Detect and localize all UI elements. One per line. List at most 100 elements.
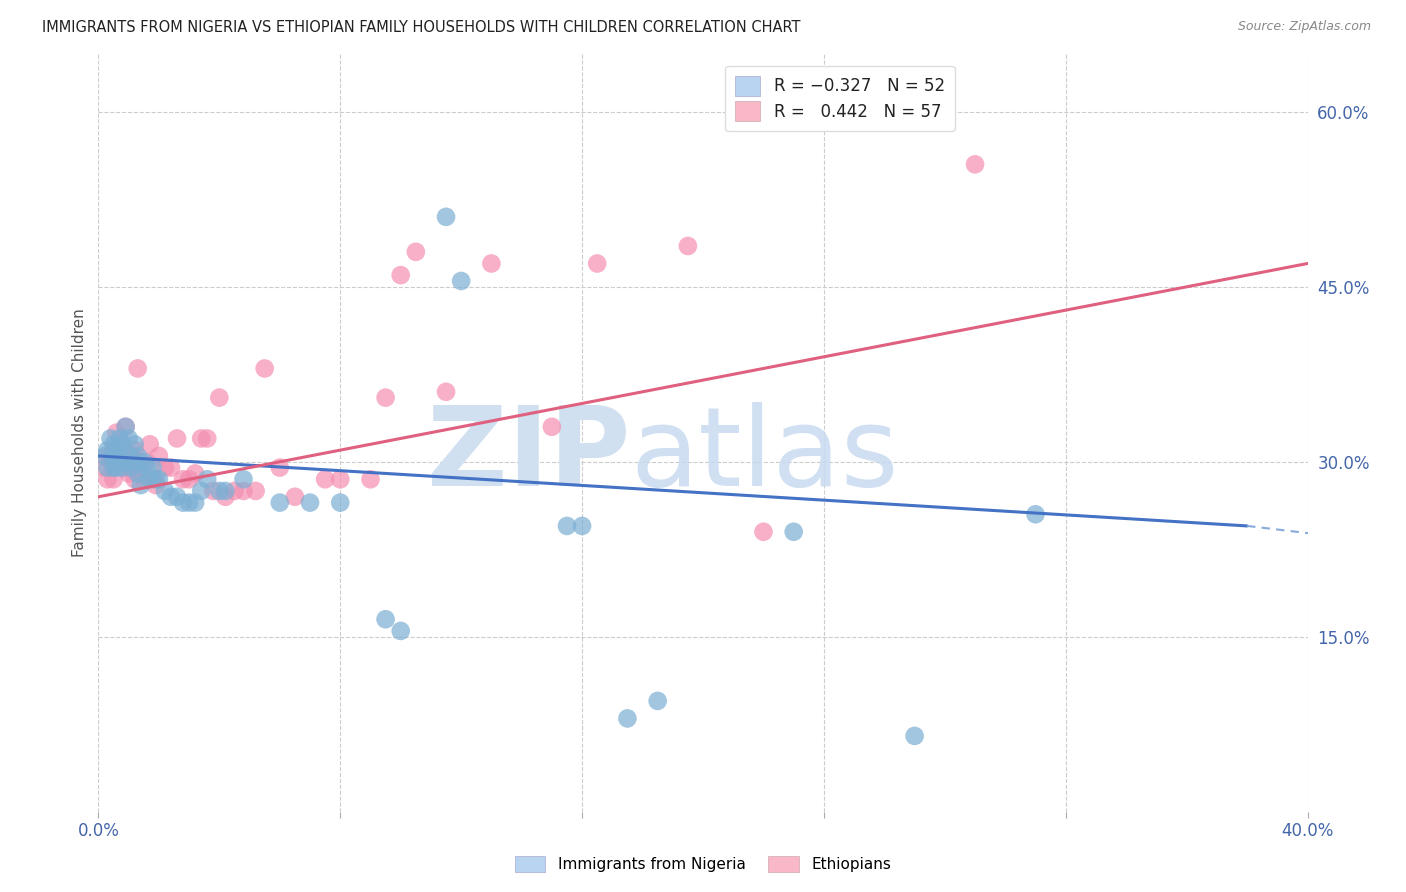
Point — [129, 460, 152, 475]
Point — [269, 495, 291, 509]
Point — [124, 437, 146, 451]
Point — [145, 478, 167, 492]
Point — [647, 694, 669, 708]
Point — [752, 524, 775, 539]
Point — [127, 455, 149, 469]
Point — [121, 460, 143, 475]
Point — [96, 449, 118, 463]
Point — [93, 460, 115, 475]
Point — [253, 361, 276, 376]
Point — [114, 419, 136, 434]
Point — [108, 437, 131, 451]
Point — [166, 490, 188, 504]
Point — [904, 729, 927, 743]
Point — [108, 449, 131, 463]
Point — [160, 490, 183, 504]
Text: Source: ZipAtlas.com: Source: ZipAtlas.com — [1237, 20, 1371, 33]
Point — [96, 460, 118, 475]
Point — [124, 443, 146, 458]
Point — [105, 460, 128, 475]
Point — [232, 472, 254, 486]
Point — [374, 391, 396, 405]
Point — [314, 472, 336, 486]
Y-axis label: Family Households with Children: Family Households with Children — [72, 309, 87, 557]
Point — [208, 483, 231, 498]
Point — [284, 490, 307, 504]
Point — [389, 624, 412, 638]
Point — [153, 483, 176, 498]
Point — [160, 460, 183, 475]
Point — [142, 472, 165, 486]
Point — [93, 449, 115, 463]
Point — [148, 449, 170, 463]
Point — [127, 361, 149, 376]
Point — [450, 274, 472, 288]
Point — [132, 455, 155, 469]
Point — [118, 449, 141, 463]
Point — [105, 425, 128, 440]
Point — [434, 210, 457, 224]
Point — [965, 157, 987, 171]
Point — [179, 472, 201, 486]
Point — [121, 449, 143, 463]
Point — [214, 483, 236, 498]
Point — [139, 472, 162, 486]
Point — [127, 467, 149, 481]
Point — [105, 443, 128, 458]
Legend: Immigrants from Nigeria, Ethiopians: Immigrants from Nigeria, Ethiopians — [508, 848, 898, 880]
Point — [434, 384, 457, 399]
Point — [190, 483, 212, 498]
Point — [329, 472, 352, 486]
Point — [571, 519, 593, 533]
Point — [103, 472, 125, 486]
Point — [127, 449, 149, 463]
Point — [100, 432, 122, 446]
Point — [153, 460, 176, 475]
Point — [148, 472, 170, 486]
Point — [202, 483, 225, 498]
Point — [184, 495, 207, 509]
Point — [142, 460, 165, 475]
Point — [1024, 508, 1046, 522]
Point — [100, 455, 122, 469]
Point — [118, 432, 141, 446]
Point — [103, 455, 125, 469]
Point — [329, 495, 352, 509]
Point — [616, 711, 638, 725]
Point — [184, 467, 207, 481]
Point — [103, 460, 125, 475]
Point — [540, 419, 562, 434]
Point — [108, 432, 131, 446]
Point — [111, 437, 134, 451]
Point — [195, 472, 218, 486]
Point — [224, 483, 246, 498]
Point — [586, 256, 609, 270]
Point — [555, 519, 578, 533]
Point — [190, 432, 212, 446]
Point — [172, 495, 194, 509]
Point — [172, 472, 194, 486]
Point — [405, 244, 427, 259]
Point — [114, 419, 136, 434]
Text: ZIP: ZIP — [427, 402, 630, 508]
Point — [132, 472, 155, 486]
Point — [214, 490, 236, 504]
Point — [118, 460, 141, 475]
Point — [481, 256, 503, 270]
Point — [783, 524, 806, 539]
Point — [232, 483, 254, 498]
Point — [145, 472, 167, 486]
Text: IMMIGRANTS FROM NIGERIA VS ETHIOPIAN FAMILY HOUSEHOLDS WITH CHILDREN CORRELATION: IMMIGRANTS FROM NIGERIA VS ETHIOPIAN FAM… — [42, 20, 800, 35]
Point — [135, 460, 157, 475]
Point — [299, 495, 322, 509]
Text: atlas: atlas — [630, 402, 898, 508]
Point — [135, 455, 157, 469]
Point — [269, 460, 291, 475]
Point — [129, 478, 152, 492]
Point — [118, 467, 141, 481]
Point — [124, 472, 146, 486]
Point — [139, 437, 162, 451]
Point — [111, 460, 134, 475]
Point — [103, 449, 125, 463]
Point — [676, 239, 699, 253]
